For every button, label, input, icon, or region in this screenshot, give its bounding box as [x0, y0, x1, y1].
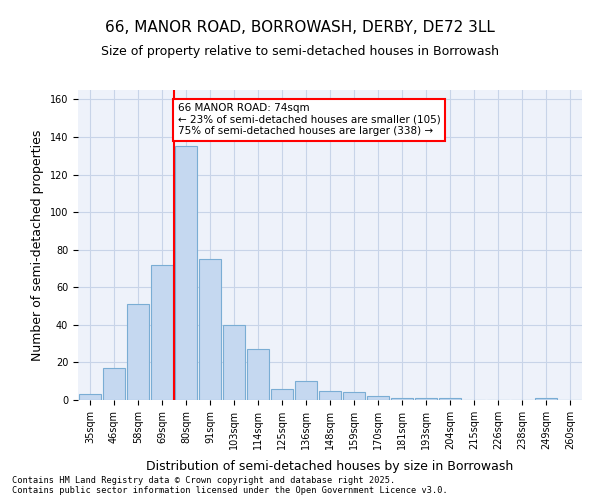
Bar — [367, 396, 389, 400]
Text: Size of property relative to semi-detached houses in Borrowash: Size of property relative to semi-detach… — [101, 45, 499, 58]
Bar — [319, 390, 341, 400]
Bar — [247, 350, 269, 400]
Text: 66, MANOR ROAD, BORROWASH, DERBY, DE72 3LL: 66, MANOR ROAD, BORROWASH, DERBY, DE72 3… — [105, 20, 495, 35]
Bar — [79, 394, 101, 400]
Bar — [199, 259, 221, 400]
Text: 66 MANOR ROAD: 74sqm
← 23% of semi-detached houses are smaller (105)
75% of semi: 66 MANOR ROAD: 74sqm ← 23% of semi-detac… — [178, 103, 440, 136]
Bar — [295, 381, 317, 400]
Y-axis label: Number of semi-detached properties: Number of semi-detached properties — [31, 130, 44, 360]
Bar — [391, 398, 413, 400]
Bar — [223, 325, 245, 400]
Bar — [175, 146, 197, 400]
Bar — [535, 398, 557, 400]
Bar — [271, 388, 293, 400]
X-axis label: Distribution of semi-detached houses by size in Borrowash: Distribution of semi-detached houses by … — [146, 460, 514, 473]
Bar — [415, 398, 437, 400]
Bar — [103, 368, 125, 400]
Bar — [439, 398, 461, 400]
Bar — [127, 304, 149, 400]
Bar — [343, 392, 365, 400]
Bar — [151, 264, 173, 400]
Text: Contains HM Land Registry data © Crown copyright and database right 2025.
Contai: Contains HM Land Registry data © Crown c… — [12, 476, 448, 495]
